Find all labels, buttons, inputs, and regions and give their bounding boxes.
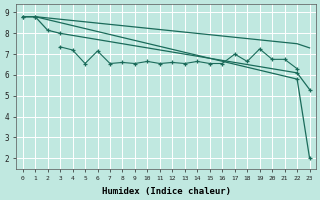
X-axis label: Humidex (Indice chaleur): Humidex (Indice chaleur)	[102, 187, 231, 196]
